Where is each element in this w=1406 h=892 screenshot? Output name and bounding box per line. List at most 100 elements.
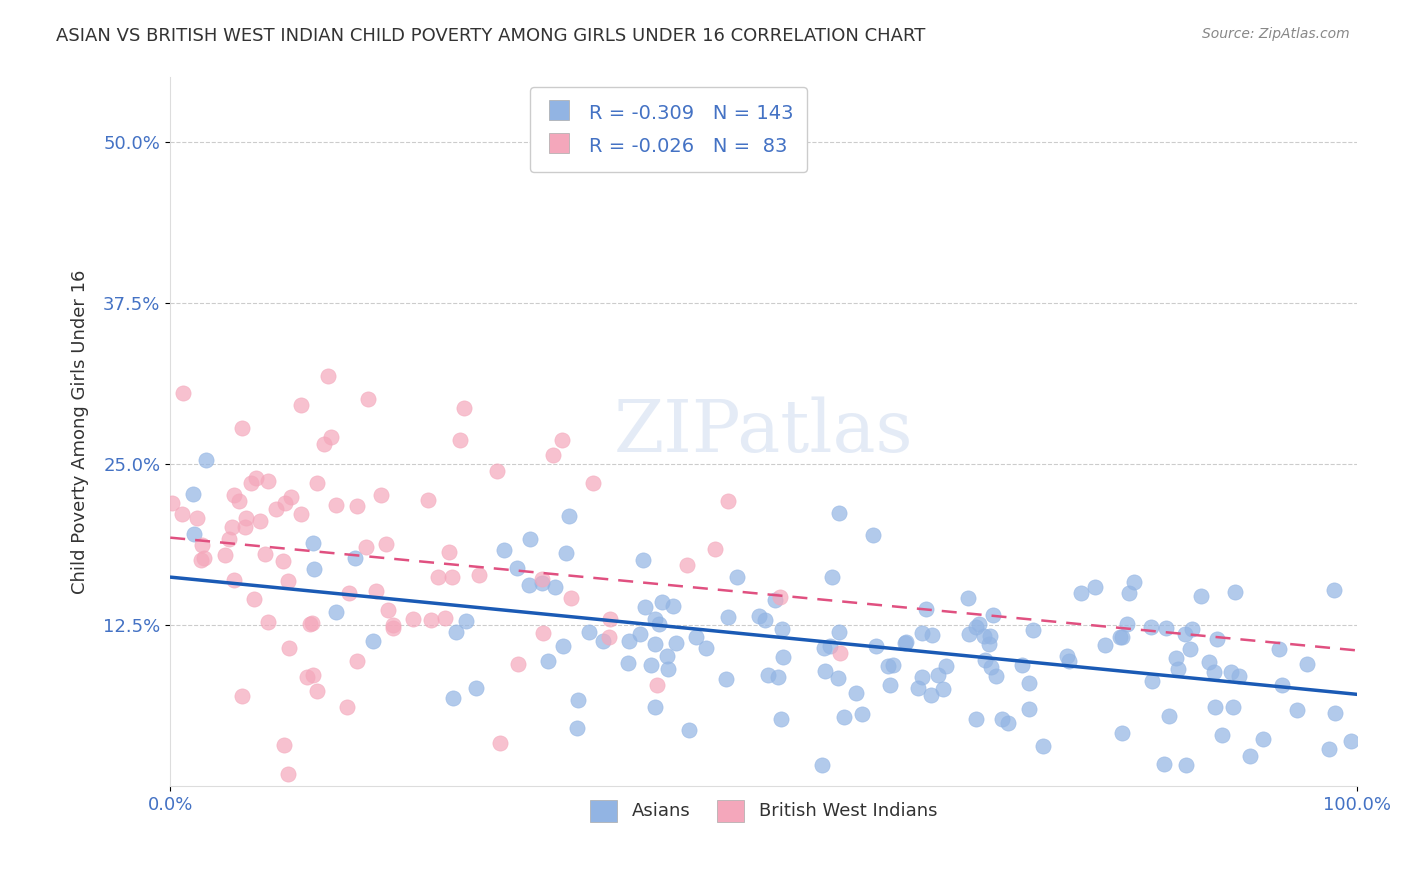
Point (977, 637, 1000, 651)
Point (256, 474, 278, 488)
Point (1222, 700, 1244, 714)
Point (537, 654, 560, 668)
Point (382, 618, 405, 632)
Point (1123, 574, 1146, 589)
Point (233, 519, 256, 533)
Point (567, 692, 589, 706)
Point (845, 686, 868, 700)
Point (756, 668, 779, 682)
Point (810, 758, 832, 772)
Point (748, 609, 770, 624)
Point (254, 547, 277, 561)
Point (346, 499, 368, 513)
Point (454, 614, 477, 628)
Point (1167, 663, 1189, 677)
Point (704, 541, 727, 556)
Point (228, 494, 250, 508)
Point (1011, 658, 1033, 673)
Point (1018, 676, 1040, 690)
Point (965, 620, 987, 634)
Point (769, 590, 792, 604)
Point (1115, 617, 1137, 632)
Point (695, 640, 717, 655)
Point (1084, 580, 1107, 594)
Point (1206, 632, 1229, 646)
Point (967, 616, 990, 631)
Point (581, 475, 603, 490)
Point (485, 464, 508, 478)
Point (302, 536, 325, 550)
Point (598, 630, 620, 644)
Point (717, 494, 740, 508)
Point (1202, 665, 1225, 679)
Point (1154, 621, 1177, 635)
Point (1323, 583, 1346, 598)
Point (519, 577, 541, 591)
Point (893, 636, 915, 650)
Point (911, 625, 934, 640)
Point (766, 670, 789, 684)
Point (578, 625, 600, 640)
Point (1239, 748, 1261, 763)
Point (920, 688, 942, 702)
Point (907, 681, 929, 695)
Point (1229, 669, 1251, 683)
Point (647, 617, 669, 632)
Point (191, 538, 214, 552)
Point (489, 736, 512, 750)
Point (364, 584, 387, 599)
Point (295, 670, 318, 684)
Point (222, 488, 245, 502)
Point (651, 595, 673, 609)
Point (375, 537, 398, 551)
Point (957, 627, 980, 641)
Point (307, 476, 329, 491)
Point (160, 496, 183, 510)
Point (599, 612, 621, 626)
Point (231, 421, 253, 435)
Point (427, 570, 450, 584)
Point (820, 640, 842, 654)
Point (914, 602, 936, 616)
Point (980, 660, 1002, 674)
Point (441, 690, 464, 705)
Point (194, 453, 217, 467)
Point (984, 669, 1007, 683)
Text: ASIAN VS BRITISH WEST INDIAN CHILD POVERTY AMONG GIRLS UNDER 16 CORRELATION CHAR: ASIAN VS BRITISH WEST INDIAN CHILD POVER… (56, 27, 925, 45)
Point (361, 634, 384, 648)
Point (865, 639, 887, 653)
Point (316, 368, 339, 383)
Point (239, 475, 262, 490)
Point (979, 630, 1001, 644)
Point (506, 657, 529, 671)
Point (644, 612, 666, 626)
Point (644, 637, 666, 651)
Point (1271, 678, 1294, 692)
Point (346, 654, 368, 668)
Point (910, 670, 932, 684)
Point (1111, 630, 1133, 644)
Point (319, 430, 342, 444)
Point (453, 401, 475, 416)
Point (567, 721, 589, 735)
Point (645, 678, 668, 692)
Point (277, 574, 299, 588)
Point (628, 626, 651, 640)
Point (894, 635, 917, 649)
Point (214, 548, 236, 562)
Point (305, 684, 328, 698)
Point (231, 689, 253, 703)
Point (657, 662, 679, 676)
Point (1181, 622, 1204, 636)
Point (551, 433, 574, 447)
Point (1118, 586, 1140, 600)
Point (1285, 703, 1308, 717)
Point (1022, 623, 1045, 637)
Point (769, 712, 792, 726)
Point (181, 487, 204, 501)
Point (1057, 654, 1080, 668)
Point (813, 641, 835, 656)
Point (186, 510, 208, 524)
Point (494, 543, 516, 558)
Point (531, 626, 554, 640)
